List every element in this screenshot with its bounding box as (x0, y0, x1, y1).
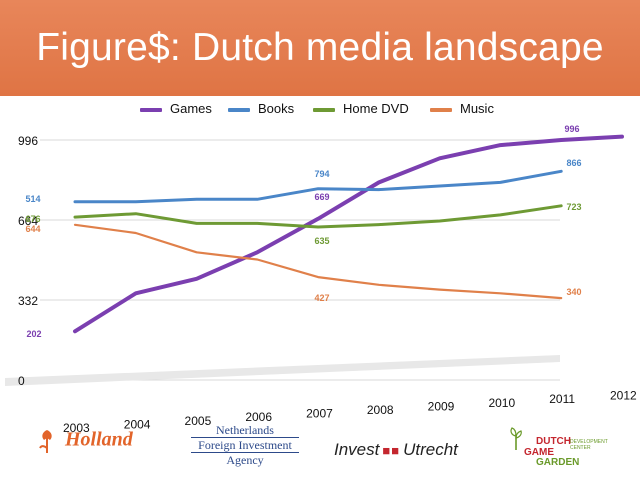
nfia-rule (191, 437, 299, 438)
legend-item-music: Music (430, 101, 494, 116)
nfia-line3: Agency (226, 453, 264, 467)
data-label: 514 (25, 194, 40, 204)
data-label: 866 (566, 158, 581, 168)
dgg-small-text: DEVELOPMENT CENTER (570, 439, 608, 451)
data-label: 427 (314, 293, 329, 303)
y-tick-label: 996 (18, 134, 38, 148)
logo-strip: Holland Netherlands Foreign Investment A… (0, 418, 640, 483)
data-label: 794 (314, 169, 329, 179)
x-tick-label: 2012 (610, 389, 637, 403)
y-tick-label: 664 (18, 214, 38, 228)
series-line-home-dvd (73, 204, 563, 229)
x-tick-label: 2006 (245, 410, 272, 424)
axis-floor (5, 355, 560, 386)
legend-swatch-games (140, 107, 162, 112)
x-tick-label: 2007 (306, 407, 333, 421)
slide-title: Figure$: Dutch media landscape (36, 26, 604, 69)
dots-icon: ■■ (382, 443, 401, 458)
nfia-rule (191, 452, 299, 453)
x-tick-label: 2003 (63, 421, 90, 435)
sprout-icon (510, 427, 522, 450)
y-tick-label: 0 (18, 374, 25, 388)
data-label: 669 (314, 192, 329, 202)
x-tick-label: 2004 (124, 417, 151, 431)
slide-header: Figure$: Dutch media landscape (0, 0, 640, 96)
data-label: 723 (566, 202, 581, 212)
nfia-logo: Netherlands Foreign Investment Agency (185, 424, 305, 466)
series-line-books (73, 169, 563, 204)
invest-text: Invest (334, 440, 380, 459)
utrecht-text: Utrecht (403, 440, 458, 459)
legend-label-books: Books (258, 101, 295, 116)
legend-swatch-books (228, 107, 250, 112)
data-label: 644 (25, 224, 40, 234)
dutch-game-garden-logo: DUTCH GAME GARDEN DEVELOPMENT CENTER (508, 426, 618, 468)
holland-text: Holland (65, 428, 133, 451)
x-tick-label: 2008 (367, 403, 394, 417)
x-tick-label: 2005 (185, 414, 212, 428)
data-label: 996 (564, 124, 579, 134)
dgg-line3: GARDEN (536, 457, 580, 468)
chart-legend: Games Books Home DVD Music (130, 101, 550, 121)
data-label: 202 (26, 329, 41, 339)
dgg-line1: DUTCH (536, 436, 571, 447)
legend-label-music: Music (460, 101, 494, 116)
y-tick-label: 332 (18, 294, 38, 308)
data-label: 340 (566, 287, 581, 297)
x-tick-label: 2010 (488, 396, 515, 410)
x-tick-label: 2011 (549, 392, 575, 406)
legend-swatch-music (430, 107, 452, 112)
legend-item-games: Games (140, 101, 212, 116)
legend-item-home-dvd: Home DVD (313, 101, 409, 116)
legend-item-books: Books (228, 101, 294, 116)
legend-label-games: Games (170, 101, 212, 116)
series-line-music (73, 223, 563, 300)
x-tick-label: 2009 (428, 399, 455, 413)
nfia-line2: Foreign Investment (198, 438, 292, 452)
nfia-line1: Netherlands (216, 423, 274, 437)
legend-swatch-home-dvd (313, 107, 335, 112)
holland-logo: Holland (38, 428, 133, 454)
tulip-icon (39, 430, 52, 453)
invest-utrecht-logo: Invest ■■ Utrecht (334, 440, 458, 460)
dgg-line2: GAME (524, 447, 554, 458)
data-label: 676 (25, 214, 40, 224)
data-label: 635 (314, 236, 329, 246)
series-line-games (73, 134, 624, 334)
legend-label-home-dvd: Home DVD (343, 101, 409, 116)
